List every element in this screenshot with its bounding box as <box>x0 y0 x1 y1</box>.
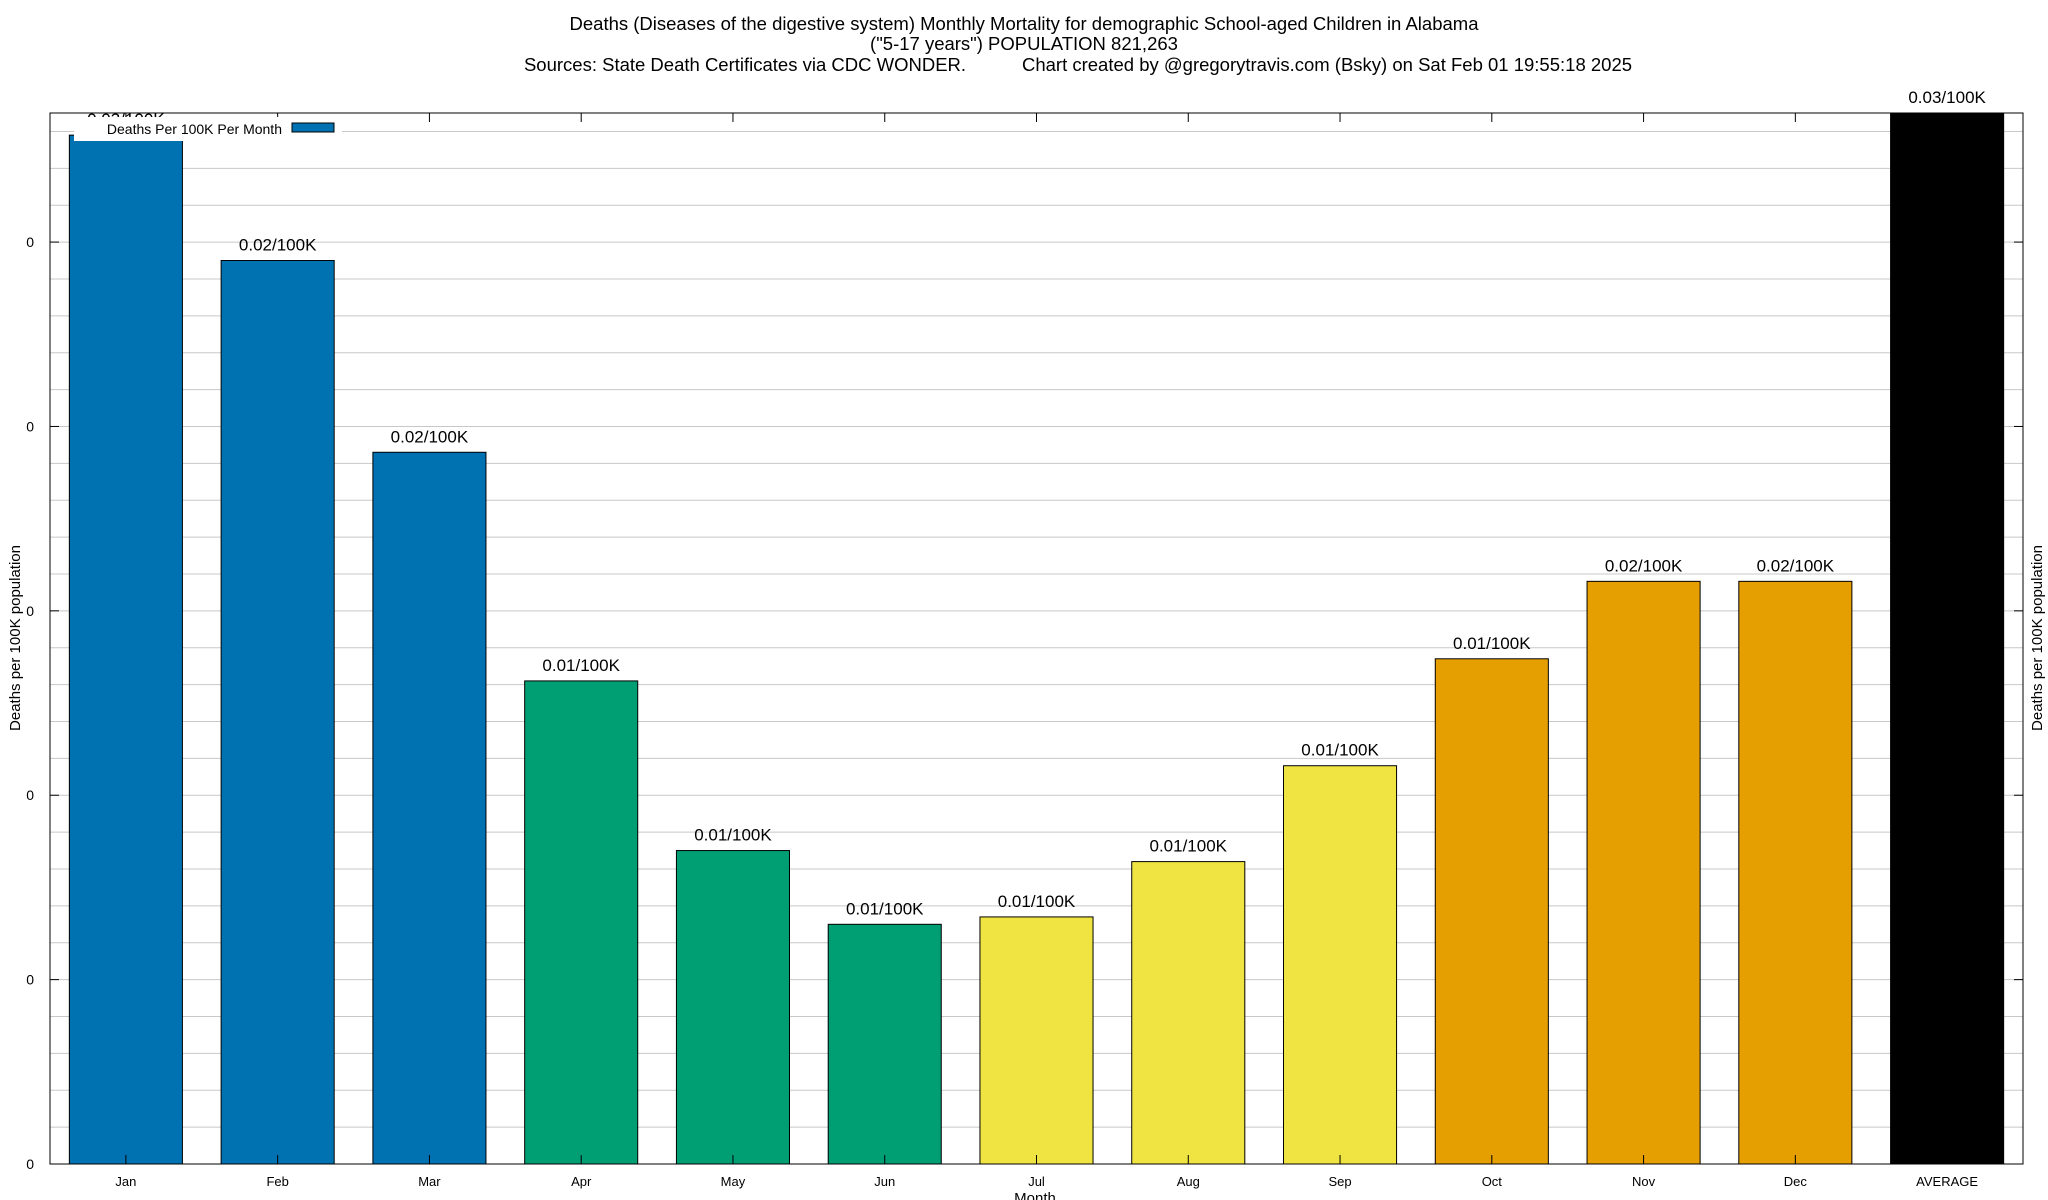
bar-jan <box>68 134 183 1165</box>
x-tick-label: Nov <box>1632 1174 1656 1189</box>
chart-title-line-2: ("5-17 years") POPULATION 821,263 <box>870 33 1178 54</box>
x-tick-label: Sep <box>1328 1174 1351 1189</box>
x-tick-label: Jun <box>874 1174 895 1189</box>
bar-value-label: 0.01/100K <box>542 656 620 675</box>
bar-nov <box>1586 580 1701 1165</box>
x-tick-label: Apr <box>571 1174 592 1189</box>
bar-value-label: 0.01/100K <box>694 826 772 845</box>
chart-credit: Chart created by @gregorytravis.com (Bsk… <box>1022 54 1632 75</box>
bar-value-label: 0.01/100K <box>1453 634 1531 653</box>
legend-swatch <box>291 122 335 133</box>
bar-value-label: 0.02/100K <box>239 236 317 255</box>
x-tick-label: Mar <box>418 1174 441 1189</box>
bar-value-label: 0.01/100K <box>1301 741 1379 760</box>
x-tick-label: May <box>721 1174 746 1189</box>
bar-value-label: 0.01/100K <box>1150 837 1228 856</box>
y-tick-label: 0 <box>26 234 34 250</box>
x-tick-label: Feb <box>266 1174 288 1189</box>
x-tick-label: Dec <box>1784 1174 1808 1189</box>
legend-label: Deaths Per 100K Per Month <box>107 121 282 137</box>
bar-value-label: 0.01/100K <box>998 892 1076 911</box>
bar-feb <box>220 260 335 1165</box>
bar-jun <box>827 923 942 1165</box>
y-axis-label-left: Deaths per 100K population <box>7 545 24 731</box>
x-tick-label: Aug <box>1177 1174 1200 1189</box>
x-axis-label: Month <box>1014 1190 1056 1200</box>
y-axis-label-right: Deaths per 100K population <box>2029 545 2046 731</box>
y-tick-label: 0 <box>26 787 34 803</box>
bar-aug <box>1131 861 1246 1165</box>
bar-mar <box>372 451 487 1165</box>
bar-dec <box>1738 580 1853 1165</box>
bar-value-label: 0.02/100K <box>1605 556 1683 575</box>
bar-may <box>675 850 790 1165</box>
bar-average <box>1890 112 2005 1165</box>
bar-oct <box>1434 658 1549 1165</box>
y-tick-label: 0 <box>26 1156 34 1172</box>
bar-jul <box>979 916 1094 1165</box>
x-tick-label: AVERAGE <box>1916 1174 1978 1189</box>
bar-value-label: 0.02/100K <box>391 427 469 446</box>
bar-sep <box>1283 765 1398 1165</box>
x-tick-label: Jan <box>115 1174 136 1189</box>
chart-title-line-1: Deaths (Diseases of the digestive system… <box>570 13 1480 34</box>
y-tick-label: 0 <box>26 418 34 434</box>
chart-source: Sources: State Death Certificates via CD… <box>524 54 966 75</box>
axis-ticks: 0 0 0 0 0 0 Jan Feb Mar Apr May Jun Jul Aug Sep Oct Nov D… <box>26 113 2023 1189</box>
bar-value-label: 0.01/100K <box>846 899 924 918</box>
y-tick-label: 0 <box>26 603 34 619</box>
legend: Deaths Per 100K Per Month <box>74 117 342 141</box>
bar-value-label: 0.03/100K <box>1908 88 1986 107</box>
x-tick-label: Jul <box>1028 1174 1045 1189</box>
bar-apr <box>524 680 639 1165</box>
bar-value-label: 0.02/100K <box>1757 556 1835 575</box>
x-tick-label: Oct <box>1482 1174 1503 1189</box>
y-tick-label: 0 <box>26 972 34 988</box>
bars: 0.03/100K 0.02/100K 0.02/100K 0.01/100K 0.01… <box>68 88 2005 1165</box>
